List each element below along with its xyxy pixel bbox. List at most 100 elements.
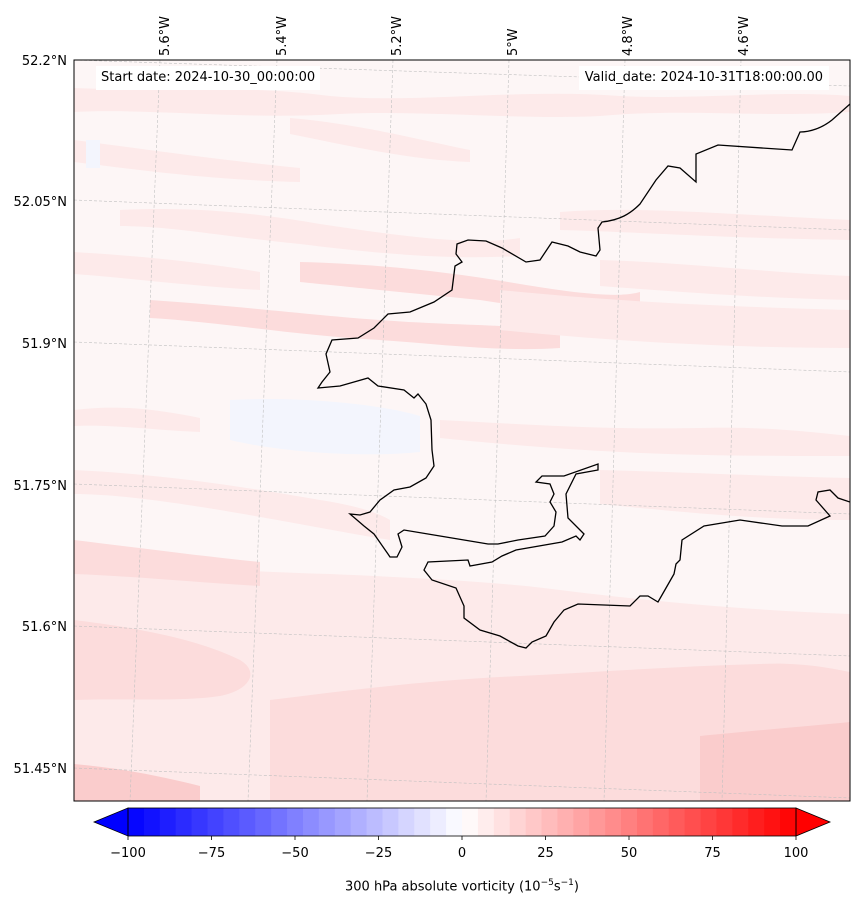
- longitude-labels: 5.6°W 5.4°W 5.2°W 5°W 4.8°W 4.6°W: [158, 16, 752, 56]
- contour-band: [290, 118, 470, 162]
- colorbar-cell: [366, 808, 384, 836]
- map-frame: [73, 59, 851, 802]
- contour-band: [74, 540, 260, 586]
- colorbar-cell: [239, 808, 256, 836]
- colorbar-cell: [287, 808, 304, 836]
- contour-band: [600, 260, 850, 300]
- contour-band: [74, 140, 300, 182]
- colorbar-cell: [382, 808, 399, 836]
- contour-band: [600, 470, 850, 520]
- colorbar-tick-label: −25: [365, 846, 392, 861]
- colorbar-tick-label: −100: [110, 846, 146, 861]
- coastline: [316, 103, 850, 649]
- colorbar-cell: [573, 808, 590, 836]
- colorbar-label: 300 hPa absolute vorticity (10−5s−1): [0, 878, 859, 894]
- colorbar-cell: [462, 808, 479, 836]
- colorbar-label-end: ): [573, 879, 579, 895]
- colorbar-cell: [255, 808, 272, 836]
- colorbar-cell: [636, 808, 654, 836]
- contour-band: [74, 252, 260, 290]
- latitude-labels: 52.2°N 52.05°N 51.9°N 51.75°N 51.6°N 51.…: [14, 54, 67, 777]
- colorbar-cell: [398, 808, 415, 836]
- colorbar-ticks: −100 −75 −50 −25 0 25 50 75 100: [110, 836, 808, 861]
- colorbar-tick-label: 75: [704, 846, 721, 861]
- lon-label: 4.6°W: [737, 16, 752, 56]
- colorbar-extend-max: [795, 807, 832, 837]
- vorticity-map: 5.6°W 5.4°W 5.2°W 5°W 4.8°W 4.6°W 52.2°N…: [14, 16, 851, 802]
- colorbar-cell: [128, 808, 145, 836]
- contour-band: [74, 407, 200, 432]
- colorbar-cell: [541, 808, 559, 836]
- colorbar-label-exponent: −1: [560, 878, 574, 888]
- colorbar-cell: [764, 808, 781, 836]
- lat-label: 51.6°N: [22, 620, 67, 635]
- lon-label: 5.4°W: [275, 16, 290, 56]
- lat-label: 52.2°N: [22, 54, 67, 69]
- colorbar-cell: [493, 808, 511, 836]
- colorbar-cell: [334, 808, 352, 836]
- colorbar-cell: [621, 808, 638, 836]
- colorbar-tick-label: −75: [198, 846, 225, 861]
- lat-label: 52.05°N: [14, 195, 67, 210]
- colorbar-cell: [605, 808, 622, 836]
- lon-label: 5°W: [506, 28, 521, 56]
- colorbar-cell: [446, 808, 463, 836]
- contour-band: [74, 470, 390, 540]
- colorbar-cell: [732, 808, 749, 836]
- colorbar-cell: [223, 808, 240, 836]
- contour-band: [560, 209, 850, 240]
- colorbar-cell: [318, 808, 336, 836]
- colorbar-tick-label: 0: [458, 846, 466, 861]
- colorbar-cell: [509, 808, 527, 836]
- colorbar-cell: [350, 808, 368, 836]
- colorbar-cell: [191, 808, 209, 836]
- colorbar-cell: [716, 808, 733, 836]
- colorbar-cell: [525, 808, 543, 836]
- contour-band: [74, 764, 200, 801]
- colorbar-cell: [207, 808, 225, 836]
- colorbar-cell: [302, 808, 320, 836]
- contour-band: [700, 722, 850, 801]
- contour-band-negative: [230, 398, 420, 455]
- contour-band: [150, 300, 560, 350]
- colorbar-cell: [748, 808, 765, 836]
- colorbar-tick-label: 100: [784, 846, 809, 861]
- colorbar-cell: [477, 808, 495, 836]
- contour-band: [120, 208, 520, 258]
- colorbar-cells: [128, 808, 797, 836]
- colorbar-cell: [271, 808, 288, 836]
- colorbar-tick-label: 50: [621, 846, 638, 861]
- valid-date-label: Valid_date: 2024-10-31T18:00:00.00: [578, 66, 829, 90]
- lat-label: 51.75°N: [14, 479, 67, 494]
- lat-label: 51.45°N: [14, 762, 67, 777]
- lat-label: 51.9°N: [22, 337, 67, 352]
- colorbar-cell: [557, 808, 574, 836]
- colorbar-cell: [668, 808, 686, 836]
- vorticity-contours: [74, 88, 850, 801]
- colorbar-cell: [159, 808, 177, 836]
- colorbar: −100 −75 −50 −25 0 25 50 75 100: [92, 807, 832, 861]
- colorbar-cell: [143, 808, 161, 836]
- contour-band: [74, 620, 251, 700]
- colorbar-tick-label: 25: [537, 846, 554, 861]
- lon-label: 5.6°W: [158, 16, 173, 56]
- colorbar-cell: [589, 808, 606, 836]
- colorbar-label-main: 300 hPa absolute vorticity (10: [345, 879, 541, 895]
- contour-band: [74, 88, 850, 117]
- lon-label: 5.2°W: [390, 16, 405, 56]
- contour-band: [500, 290, 850, 348]
- colorbar-label-exponent: −5: [540, 878, 554, 888]
- colorbar-cell: [780, 808, 797, 836]
- start-date-label: Start date: 2024-10-30_00:00:00: [96, 66, 321, 90]
- colorbar-cell: [414, 808, 431, 836]
- colorbar-cell: [175, 808, 193, 836]
- colorbar-extend-min: [92, 807, 129, 837]
- contour-band: [440, 420, 850, 456]
- colorbar-tick-label: −50: [281, 846, 308, 861]
- colorbar-cell: [700, 808, 718, 836]
- contour-band-negative: [86, 140, 100, 168]
- colorbar-cell: [684, 808, 702, 836]
- colorbar-cell: [652, 808, 670, 836]
- lon-label: 4.8°W: [621, 16, 636, 56]
- colorbar-label-unit: s: [553, 879, 561, 895]
